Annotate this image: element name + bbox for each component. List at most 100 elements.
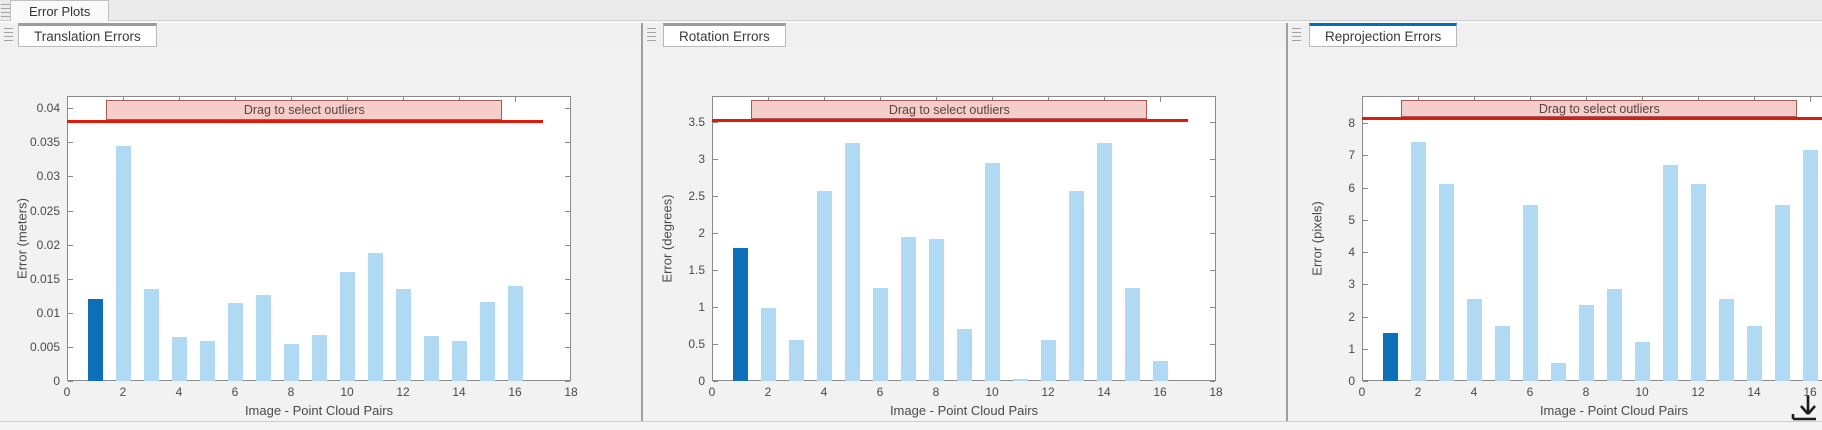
bar[interactable]: [311, 335, 327, 381]
bar[interactable]: [1718, 298, 1734, 381]
tab-error-plots-label: Error Plots: [29, 3, 91, 19]
bar[interactable]: [1634, 342, 1650, 381]
bar[interactable]: [479, 301, 495, 381]
bar[interactable]: [367, 252, 383, 381]
bar[interactable]: [788, 340, 804, 381]
bar[interactable]: [1578, 305, 1594, 381]
x-tick-label: 0: [708, 385, 716, 399]
x-tick-label: 10: [1635, 385, 1649, 399]
x-tick-top: [1418, 97, 1419, 102]
bar[interactable]: [395, 288, 411, 381]
y-tick-label: 5: [1348, 212, 1355, 227]
bar[interactable]: [928, 238, 944, 381]
y-tick-label: 4: [1348, 245, 1355, 260]
tab-translation-errors[interactable]: Translation Errors: [18, 23, 157, 47]
bar[interactable]: [1494, 326, 1510, 381]
y-tick-label: 1: [1348, 341, 1355, 356]
panel-tabbar: Reprojection Errors: [1288, 23, 1822, 47]
bar[interactable]: [1746, 326, 1762, 381]
tab-rotation-errors[interactable]: Rotation Errors: [663, 23, 786, 47]
y-tick: [68, 176, 73, 178]
x-tick-label: 0: [1358, 385, 1366, 399]
bar[interactable]: [87, 299, 103, 381]
bar[interactable]: [844, 142, 860, 381]
bar[interactable]: [1438, 184, 1454, 381]
bar[interactable]: [1096, 142, 1112, 381]
x-tick-top: [1698, 97, 1699, 102]
bar[interactable]: [1466, 298, 1482, 381]
x-tick-label: 8: [287, 385, 295, 399]
bar[interactable]: [1012, 378, 1028, 381]
outlier-select-band[interactable]: Drag to select outliers: [106, 100, 503, 121]
bar[interactable]: [900, 236, 916, 381]
bar[interactable]: [1152, 361, 1168, 381]
bar[interactable]: [171, 336, 187, 381]
y-tick-label: 0: [1348, 374, 1355, 388]
x-tick-label: 12: [1691, 385, 1705, 399]
y-tick-right: [1210, 195, 1215, 197]
outlier-select-band[interactable]: Drag to select outliers: [1401, 100, 1798, 118]
bar[interactable]: [1522, 205, 1538, 381]
y-tick: [1363, 219, 1368, 221]
translation-errors-figure: 0 0.005 0.01 0.015 0.02 0.025 0.03 0.035 0.04 0 2 4…: [0, 47, 641, 430]
bar[interactable]: [143, 288, 159, 381]
y-tick-label: 2: [1348, 309, 1355, 324]
bar[interactable]: [816, 191, 832, 381]
grip-handle-icon[interactable]: [1292, 28, 1301, 42]
x-tick-label: 18: [1209, 385, 1223, 399]
bar[interactable]: [956, 329, 972, 381]
bar[interactable]: [199, 341, 215, 381]
x-tick-label: 16: [508, 385, 522, 399]
y-tick: [68, 244, 73, 246]
bar[interactable]: [115, 145, 131, 381]
bar[interactable]: [1662, 164, 1678, 381]
y-tick-right: [565, 142, 570, 144]
bottom-divider: [0, 421, 1822, 422]
y-tick: [713, 269, 718, 271]
y-tick-right: [565, 312, 570, 314]
y-tick: [713, 232, 718, 234]
bar[interactable]: [1802, 150, 1818, 381]
bar[interactable]: [760, 308, 776, 381]
grip-handle-icon[interactable]: [4, 28, 13, 42]
bar[interactable]: [1410, 142, 1426, 381]
y-tick-right: [565, 244, 570, 246]
outlier-select-band[interactable]: Drag to select outliers: [751, 100, 1148, 120]
y-tick-label: 0.025: [29, 203, 60, 218]
y-tick-label: 8: [1348, 116, 1355, 131]
rotation-errors-chart: 0 0.5 1 1.5 2 2.5 3 3.5 0 2 4 6 8 10 12 14 16 18 Drag to s…: [643, 47, 1286, 430]
bar[interactable]: [1774, 205, 1790, 381]
x-tick-label: 18: [564, 385, 578, 399]
bar[interactable]: [283, 343, 299, 381]
bar[interactable]: [1124, 288, 1140, 381]
bar[interactable]: [339, 271, 355, 381]
bar[interactable]: [1550, 363, 1566, 381]
bar[interactable]: [732, 247, 748, 381]
grip-handle-icon[interactable]: [647, 28, 656, 42]
bar[interactable]: [255, 295, 271, 381]
bar[interactable]: [451, 341, 467, 381]
bar[interactable]: [1382, 332, 1398, 381]
y-tick-right: [565, 346, 570, 348]
bar[interactable]: [1068, 191, 1084, 381]
x-tick-top: [992, 97, 993, 102]
y-tick: [1363, 123, 1368, 125]
bar[interactable]: [984, 162, 1000, 381]
y-axis-label: Error (degrees): [659, 193, 675, 283]
bar[interactable]: [423, 336, 439, 381]
bar[interactable]: [1690, 184, 1706, 381]
bar[interactable]: [1040, 340, 1056, 381]
bar[interactable]: [872, 288, 888, 381]
tab-reprojection-errors[interactable]: Reprojection Errors: [1309, 23, 1458, 47]
x-tick-label: 6: [231, 385, 239, 399]
y-tick-right: [565, 108, 570, 110]
grip-handle-icon[interactable]: [1, 4, 10, 18]
y-tick-label: 0.035: [29, 135, 60, 150]
bar[interactable]: [507, 285, 523, 381]
bar[interactable]: [1606, 289, 1622, 381]
tab-error-plots[interactable]: Error Plots: [10, 0, 110, 21]
dock-down-arrow-icon[interactable]: [1789, 394, 1819, 428]
bar[interactable]: [227, 302, 243, 381]
y-tick: [1363, 252, 1368, 254]
x-tick-label: 6: [1526, 385, 1534, 399]
